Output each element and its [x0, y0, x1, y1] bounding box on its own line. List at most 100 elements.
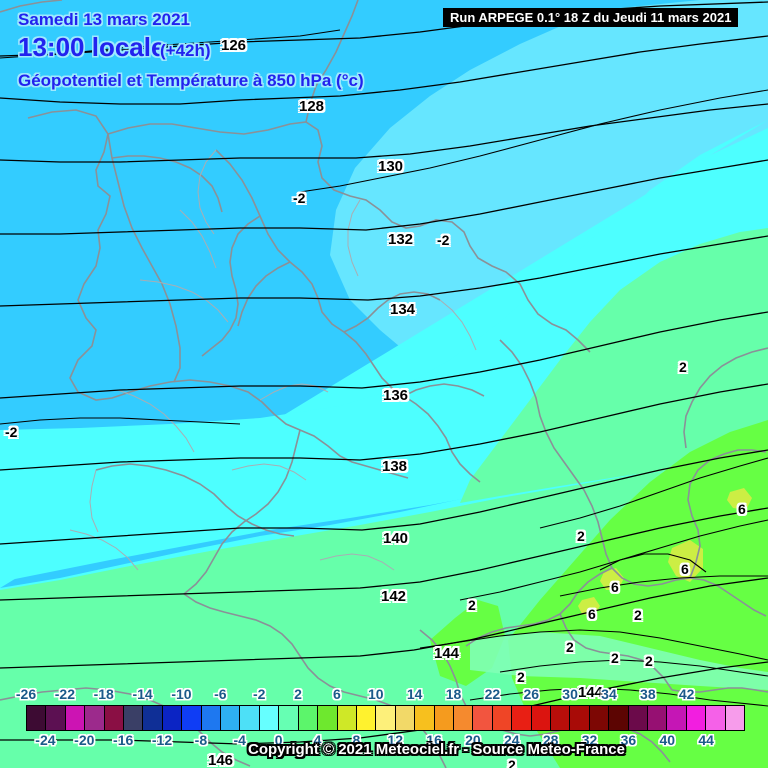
colorbar-swatch[interactable]: [453, 706, 474, 730]
forecast-parameter: Géopotentiel et Température à 850 hPa (°…: [18, 71, 364, 90]
forecast-offset: (+42h): [160, 41, 211, 60]
colorbar-tick-label: 34: [601, 686, 617, 702]
colorbar-swatch[interactable]: [550, 706, 571, 730]
colorbar-tick-label: 6: [333, 686, 341, 702]
colorbar-swatch[interactable]: [318, 706, 338, 730]
colorbar-swatch[interactable]: [589, 706, 610, 730]
colorbar-swatch[interactable]: [259, 706, 280, 730]
colorbar-swatch[interactable]: [395, 706, 416, 730]
colorbar-swatch[interactable]: [298, 706, 319, 730]
temperature-isotherm-label: 2: [566, 639, 574, 655]
temp-band-six-d: [727, 488, 752, 510]
colorbar-tick-label: -24: [35, 732, 56, 748]
geopotential-contour-label: 142: [381, 588, 407, 605]
temperature-isotherm-label: 2: [611, 650, 619, 666]
colorbar-swatch[interactable]: [201, 706, 222, 730]
temperature-isotherm-label: -2: [5, 424, 18, 440]
geopotential-contour-label: 128: [299, 98, 325, 115]
colorbar-swatch[interactable]: [570, 706, 590, 730]
colorbar-tick-label: 16: [426, 732, 442, 748]
colorbar-tick-label: -14: [132, 686, 153, 702]
temperature-isotherm-label: 2: [517, 669, 525, 685]
colorbar-tick-label: 42: [678, 686, 695, 702]
temperature-isotherm-label: -2: [293, 190, 306, 206]
colorbar-swatch[interactable]: [434, 706, 454, 730]
colorbar-swatch[interactable]: [46, 706, 66, 730]
colorbar-swatch[interactable]: [648, 706, 668, 730]
colorbar-tick-label: 32: [581, 732, 598, 748]
geopotential-contour-label: 138: [382, 458, 408, 475]
colorbar-tick-label: 24: [504, 732, 520, 748]
colorbar-tick-label: -6: [214, 686, 227, 702]
geopotential-contour-label: 144: [578, 684, 604, 701]
colorbar-tick-label: -10: [171, 686, 192, 702]
colorbar-tick-label: 4: [313, 732, 322, 748]
colorbar-swatch[interactable]: [104, 706, 125, 730]
colorbar-swatch[interactable]: [667, 706, 687, 730]
geopotential-contour-label: 136: [383, 387, 409, 404]
geopotential-contour-label: 134: [390, 301, 416, 318]
colorbar-tick-label: 2: [294, 686, 302, 702]
colorbar-swatch[interactable]: [356, 706, 377, 730]
model-run-label: Run ARPEGE 0.1° 18 Z du Jeudi 11 mars 20…: [443, 8, 739, 27]
colorbar-tick-label: 26: [523, 686, 540, 702]
internal-borders: [69, 149, 477, 571]
colorbar-tick-label: 40: [659, 732, 676, 748]
colorbar-tick-label: 20: [465, 732, 481, 748]
colorbar-swatch[interactable]: [162, 706, 183, 730]
colorbar-swatch[interactable]: [376, 706, 396, 730]
temperature-isotherm-label: 2: [468, 597, 476, 613]
colorbar[interactable]: [26, 705, 745, 731]
temperature-isotherm-label: 6: [588, 606, 596, 622]
colorbar-tick-label: -18: [93, 686, 114, 702]
geopotential-contour-label: 132: [388, 231, 414, 248]
colorbar-tick-label: -20: [74, 732, 95, 748]
colorbar-tick-label: -26: [15, 686, 37, 702]
temperature-isotherm-label: 2: [577, 528, 585, 544]
colorbar-swatch[interactable]: [609, 706, 629, 730]
temperature-isotherm-label: 6: [738, 501, 746, 517]
temperature-isotherm-label: 2: [634, 607, 642, 623]
colorbar-swatch[interactable]: [706, 706, 726, 730]
colorbar-swatch[interactable]: [531, 706, 551, 730]
colorbar-tick-label: 28: [542, 732, 559, 748]
colorbar-swatch[interactable]: [628, 706, 648, 730]
colorbar-swatch[interactable]: [240, 706, 260, 730]
colorbar-tick-label: 10: [367, 686, 384, 702]
colorbar-swatch[interactable]: [492, 706, 513, 730]
colorbar-tick-label: 36: [620, 732, 637, 748]
geopotential-contour-label: 146: [208, 752, 234, 768]
colorbar-swatch[interactable]: [221, 706, 241, 730]
colorbar-swatch[interactable]: [27, 706, 47, 730]
colorbar-swatch[interactable]: [143, 706, 163, 730]
colorbar-swatch[interactable]: [415, 706, 435, 730]
colorbar-tick-label: 0: [274, 732, 283, 748]
colorbar-swatch[interactable]: [725, 706, 745, 730]
colorbar-swatch[interactable]: [124, 706, 144, 730]
colorbar-tick-label: 38: [640, 686, 656, 702]
colorbar-swatch[interactable]: [65, 706, 86, 730]
colorbar-swatch[interactable]: [279, 706, 299, 730]
colorbar-tick-label: -12: [151, 732, 173, 748]
colorbar-swatches[interactable]: [26, 705, 745, 731]
colorbar-tick-label: 44: [698, 732, 714, 748]
geopotential-contour-label: 140: [383, 530, 409, 547]
forecast-date: Samedi 13 mars 2021: [18, 10, 191, 29]
temperature-isotherm-label: 6: [681, 561, 689, 577]
colorbar-swatch[interactable]: [337, 706, 357, 730]
colorbar-swatch[interactable]: [85, 706, 105, 730]
colorbar-tick-label: 30: [562, 686, 578, 702]
colorbar-tick-label: 18: [445, 686, 462, 702]
temperature-isotherm-label: -2: [437, 232, 450, 248]
geopotential-contour-label: 130: [378, 158, 404, 175]
colorbar-tick-label: 22: [484, 686, 501, 702]
colorbar-swatch[interactable]: [182, 706, 202, 730]
colorbar-tick-label: 8: [352, 732, 361, 748]
colorbar-swatch[interactable]: [473, 706, 493, 730]
colorbar-swatch[interactable]: [686, 706, 707, 730]
colorbar-swatch[interactable]: [512, 706, 532, 730]
temp-band-four-d: [470, 632, 768, 690]
